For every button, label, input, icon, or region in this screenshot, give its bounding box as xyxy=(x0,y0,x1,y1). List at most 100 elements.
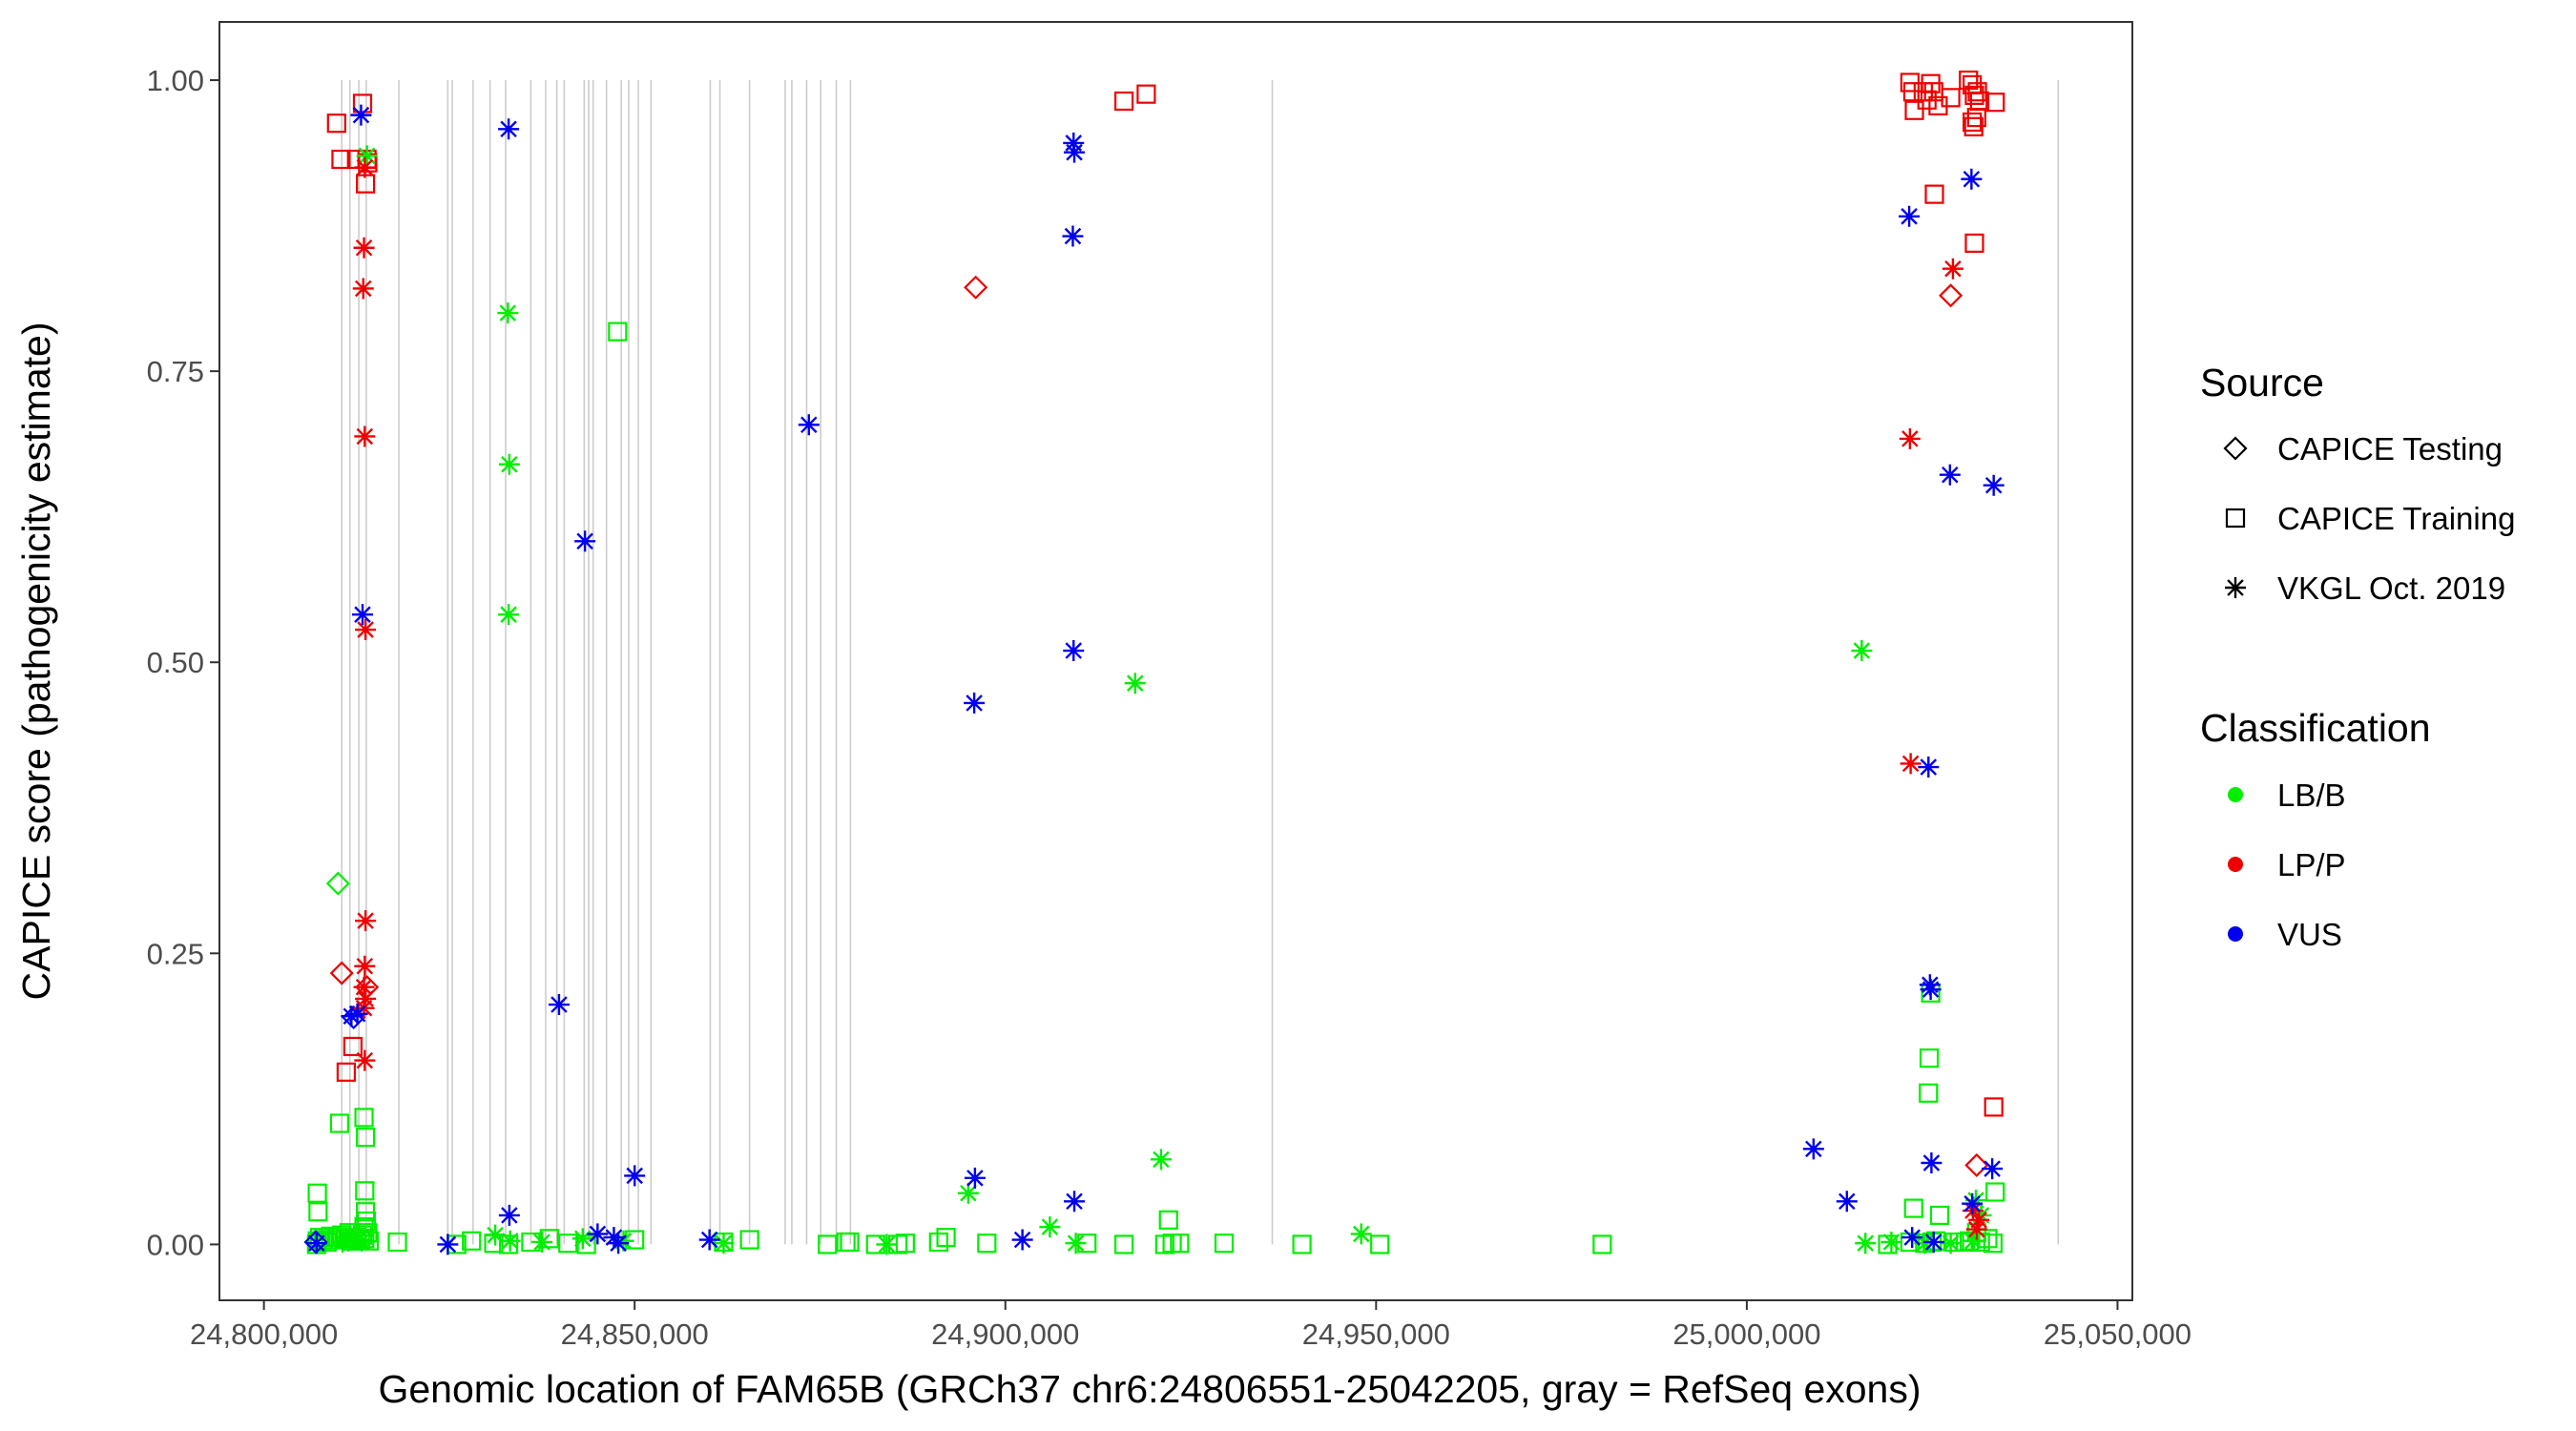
legend-source-label: CAPICE Testing xyxy=(2277,431,2503,467)
data-point xyxy=(341,1006,363,1027)
legend-source-item: CAPICE Testing xyxy=(2223,431,2503,467)
legend-square-icon xyxy=(2225,508,2246,529)
data-point xyxy=(840,1232,860,1253)
data-point xyxy=(326,114,346,134)
data-point xyxy=(1880,1231,1902,1253)
data-point xyxy=(1924,184,1944,204)
data-point xyxy=(1170,1234,1190,1254)
x-axis-title: Genomic location of FAM65B (GRCh37 chr6:… xyxy=(378,1367,1921,1411)
data-point xyxy=(305,1233,327,1255)
data-point xyxy=(485,1224,507,1246)
data-point xyxy=(698,1229,720,1251)
data-point xyxy=(350,104,372,126)
data-point xyxy=(1064,1191,1086,1213)
data-point xyxy=(1919,1048,1940,1068)
data-point xyxy=(964,275,988,300)
series-vkgl-vus xyxy=(305,104,2005,1255)
data-point xyxy=(498,453,520,475)
data-point xyxy=(1158,1210,1178,1230)
data-point xyxy=(895,1234,915,1254)
data-point xyxy=(1985,1182,2005,1202)
x-tick-label: 24,800,000 xyxy=(190,1317,338,1351)
y-axis: 0.00 0.25 0.50 0.75 1.00 xyxy=(147,64,219,1261)
data-point xyxy=(1985,93,2005,113)
data-point xyxy=(608,321,628,342)
legend-dot-icon xyxy=(2228,926,2243,942)
data-point xyxy=(1918,757,1940,778)
data-point xyxy=(354,955,376,977)
data-point xyxy=(936,1227,956,1248)
legend-class-label: LB/B xyxy=(2277,778,2346,813)
x-tick-label: 25,000,000 xyxy=(1672,1317,1820,1351)
data-point xyxy=(1899,205,1921,227)
data-point xyxy=(1370,1234,1390,1255)
data-point xyxy=(354,1108,374,1128)
data-point xyxy=(1592,1234,1612,1255)
data-point xyxy=(1920,979,1942,1001)
data-point xyxy=(876,1234,898,1255)
data-point xyxy=(1929,1205,1950,1226)
data-point xyxy=(1836,1191,1858,1213)
data-point xyxy=(355,1181,375,1201)
data-point xyxy=(613,1230,634,1252)
data-point xyxy=(352,278,374,300)
data-point xyxy=(325,871,350,896)
data-point xyxy=(1214,1234,1235,1254)
data-point xyxy=(1983,1234,2003,1254)
data-point xyxy=(354,1217,374,1237)
data-point xyxy=(354,1049,376,1071)
data-point xyxy=(1802,1138,1824,1160)
data-point xyxy=(332,1231,354,1253)
legend-class-item: LP/P xyxy=(2228,847,2346,882)
data-point xyxy=(353,237,375,259)
data-point xyxy=(539,1229,559,1249)
data-point xyxy=(739,1230,759,1250)
x-tick-label: 25,050,000 xyxy=(2044,1317,2192,1351)
data-point xyxy=(957,1182,979,1204)
data-point xyxy=(1939,464,1961,486)
data-point xyxy=(1150,1149,1172,1171)
data-point xyxy=(498,1234,519,1255)
data-point xyxy=(1064,141,1086,163)
data-point xyxy=(354,425,376,447)
data-point xyxy=(338,1230,360,1252)
data-point xyxy=(343,1036,363,1057)
data-point xyxy=(574,530,596,552)
data-point xyxy=(355,910,377,932)
data-point xyxy=(1901,1227,1923,1249)
legend-source-label: VKGL Oct. 2019 xyxy=(2277,570,2505,606)
data-point xyxy=(1983,474,2005,496)
data-point xyxy=(437,1234,459,1255)
data-point xyxy=(1921,1151,1942,1173)
data-point xyxy=(1982,1158,2004,1180)
data-point xyxy=(1900,753,1922,775)
data-point xyxy=(1968,1209,1990,1231)
data-point xyxy=(818,1234,838,1255)
data-point xyxy=(1899,427,1921,449)
data-point xyxy=(1851,640,1873,662)
data-point xyxy=(1114,91,1134,112)
data-point xyxy=(351,1230,373,1252)
legend-class-label: LP/P xyxy=(2277,847,2346,882)
y-tick-label: 0.75 xyxy=(147,355,204,388)
data-point xyxy=(548,994,570,1016)
data-point xyxy=(608,1233,630,1255)
data-point xyxy=(354,156,376,178)
data-point xyxy=(351,604,373,626)
data-points xyxy=(303,70,2005,1255)
data-point xyxy=(1154,1234,1174,1255)
data-point xyxy=(1855,1233,1877,1255)
data-point xyxy=(498,1204,520,1226)
legend-source-item: VKGL Oct. 2019 xyxy=(2225,570,2505,606)
data-point xyxy=(346,1229,368,1251)
data-point xyxy=(1904,100,1924,120)
series-capice-testing-lb-b xyxy=(325,871,350,896)
data-point xyxy=(1039,1216,1061,1238)
data-point xyxy=(1970,1204,1992,1226)
data-point xyxy=(462,1231,482,1251)
data-point xyxy=(1963,116,1984,136)
y-axis-title: CAPICE score (pathogenicity estimate) xyxy=(14,322,58,1001)
y-tick-label: 1.00 xyxy=(147,64,204,97)
legend-source-item: CAPICE Training xyxy=(2225,501,2515,536)
